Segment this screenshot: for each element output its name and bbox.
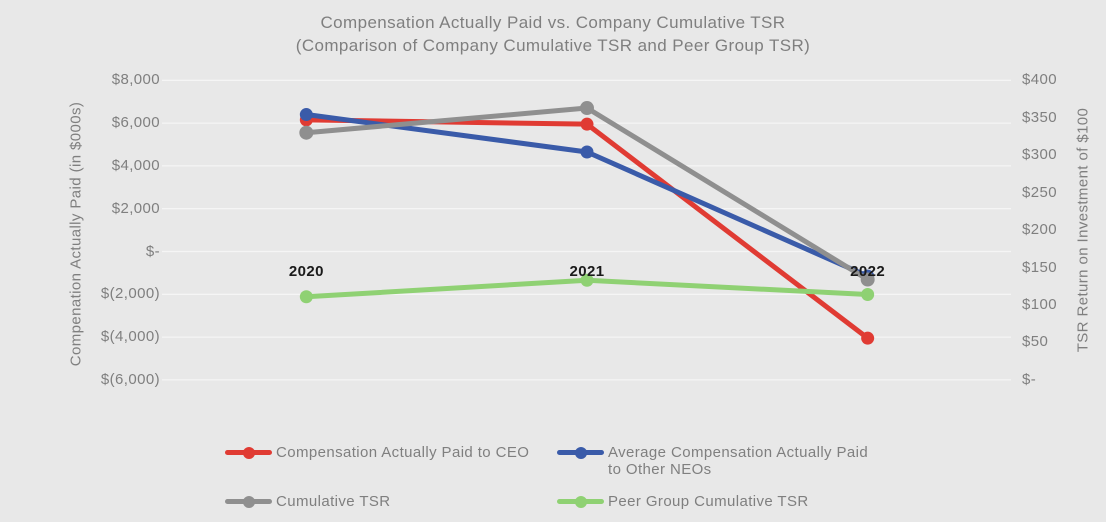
chart-title: Compensation Actually Paid vs. Company C… — [0, 11, 1106, 57]
right-axis-tick-label: $350 — [1022, 108, 1057, 126]
left-axis-tick-label: $(6,000) — [100, 370, 160, 388]
category-label-2020: 2020 — [288, 263, 324, 280]
data-point-peer-tsr — [861, 288, 875, 302]
right-axis-tick-label: $300 — [1022, 146, 1057, 164]
right-axis-tick-label: $200 — [1022, 221, 1057, 239]
data-point-neo-cap — [580, 145, 594, 159]
legend-item-ceo-cap: Compensation Actually Paid to CEO — [225, 444, 529, 461]
chart-title-line1: Compensation Actually Paid vs. Company C… — [320, 13, 786, 32]
legend-item-neo-cap: Average Compensation Actually Paid to Oth… — [557, 444, 868, 478]
legend-marker-neo-cap — [557, 444, 604, 461]
legend-marker-cumulative-tsr — [225, 493, 272, 510]
legend-marker-ceo-cap — [225, 444, 272, 461]
legend-item-cumulative-tsr: Cumulative TSR — [225, 493, 391, 510]
data-point-cumulative-tsr — [860, 272, 875, 287]
right-axis-tick-label: $150 — [1022, 258, 1057, 276]
legend-label: Peer Group Cumulative TSR — [608, 493, 809, 510]
right-axis-tick-label: $100 — [1022, 296, 1057, 313]
data-point-cumulative-tsr — [580, 101, 594, 116]
left-axis-tick-label: $8,000 — [111, 71, 160, 89]
left-axis-tick-label: $(2,000) — [100, 285, 160, 303]
left-axis-tick-label: $- — [145, 242, 160, 260]
legend-label: Average Compensation Actually Paid to Oth… — [608, 444, 869, 478]
chart-title-line2: (Comparison of Company Cumulative TSR an… — [295, 36, 811, 55]
right-axis-tick-label: $50 — [1022, 333, 1049, 351]
data-point-peer-tsr — [580, 273, 594, 287]
data-point-ceo-cap — [580, 117, 594, 131]
legend-label: Cumulative TSR — [276, 493, 391, 510]
data-point-neo-cap — [299, 108, 313, 122]
legend-label: Compensation Actually Paid to CEO — [276, 444, 530, 461]
data-point-cumulative-tsr — [299, 125, 314, 140]
data-point-peer-tsr — [299, 290, 313, 304]
legend-marker-peer-tsr — [557, 493, 604, 510]
left-axis-title: Compenation Actually Paid (in $000s) — [67, 101, 85, 367]
legend-item-peer-tsr: Peer Group Cumulative TSR — [557, 493, 809, 510]
right-axis-tick-label: $250 — [1022, 183, 1057, 201]
data-point-ceo-cap — [861, 331, 875, 345]
left-axis-tick-label: $(4,000) — [100, 328, 160, 346]
category-label-2022: 2022 — [850, 263, 886, 280]
right-axis-tick-label: $400 — [1022, 71, 1057, 89]
left-axis-tick-label: $6,000 — [111, 114, 160, 132]
right-axis-tick-label: $- — [1022, 370, 1037, 388]
category-label-2021: 2021 — [569, 263, 605, 280]
right-axis-title: TSR Return on Investment of $100 — [1074, 107, 1092, 353]
series-line-cumulative-tsr — [303, 105, 871, 283]
left-axis-tick-label: $2,000 — [111, 199, 160, 217]
left-axis-tick-label: $4,000 — [111, 156, 160, 174]
